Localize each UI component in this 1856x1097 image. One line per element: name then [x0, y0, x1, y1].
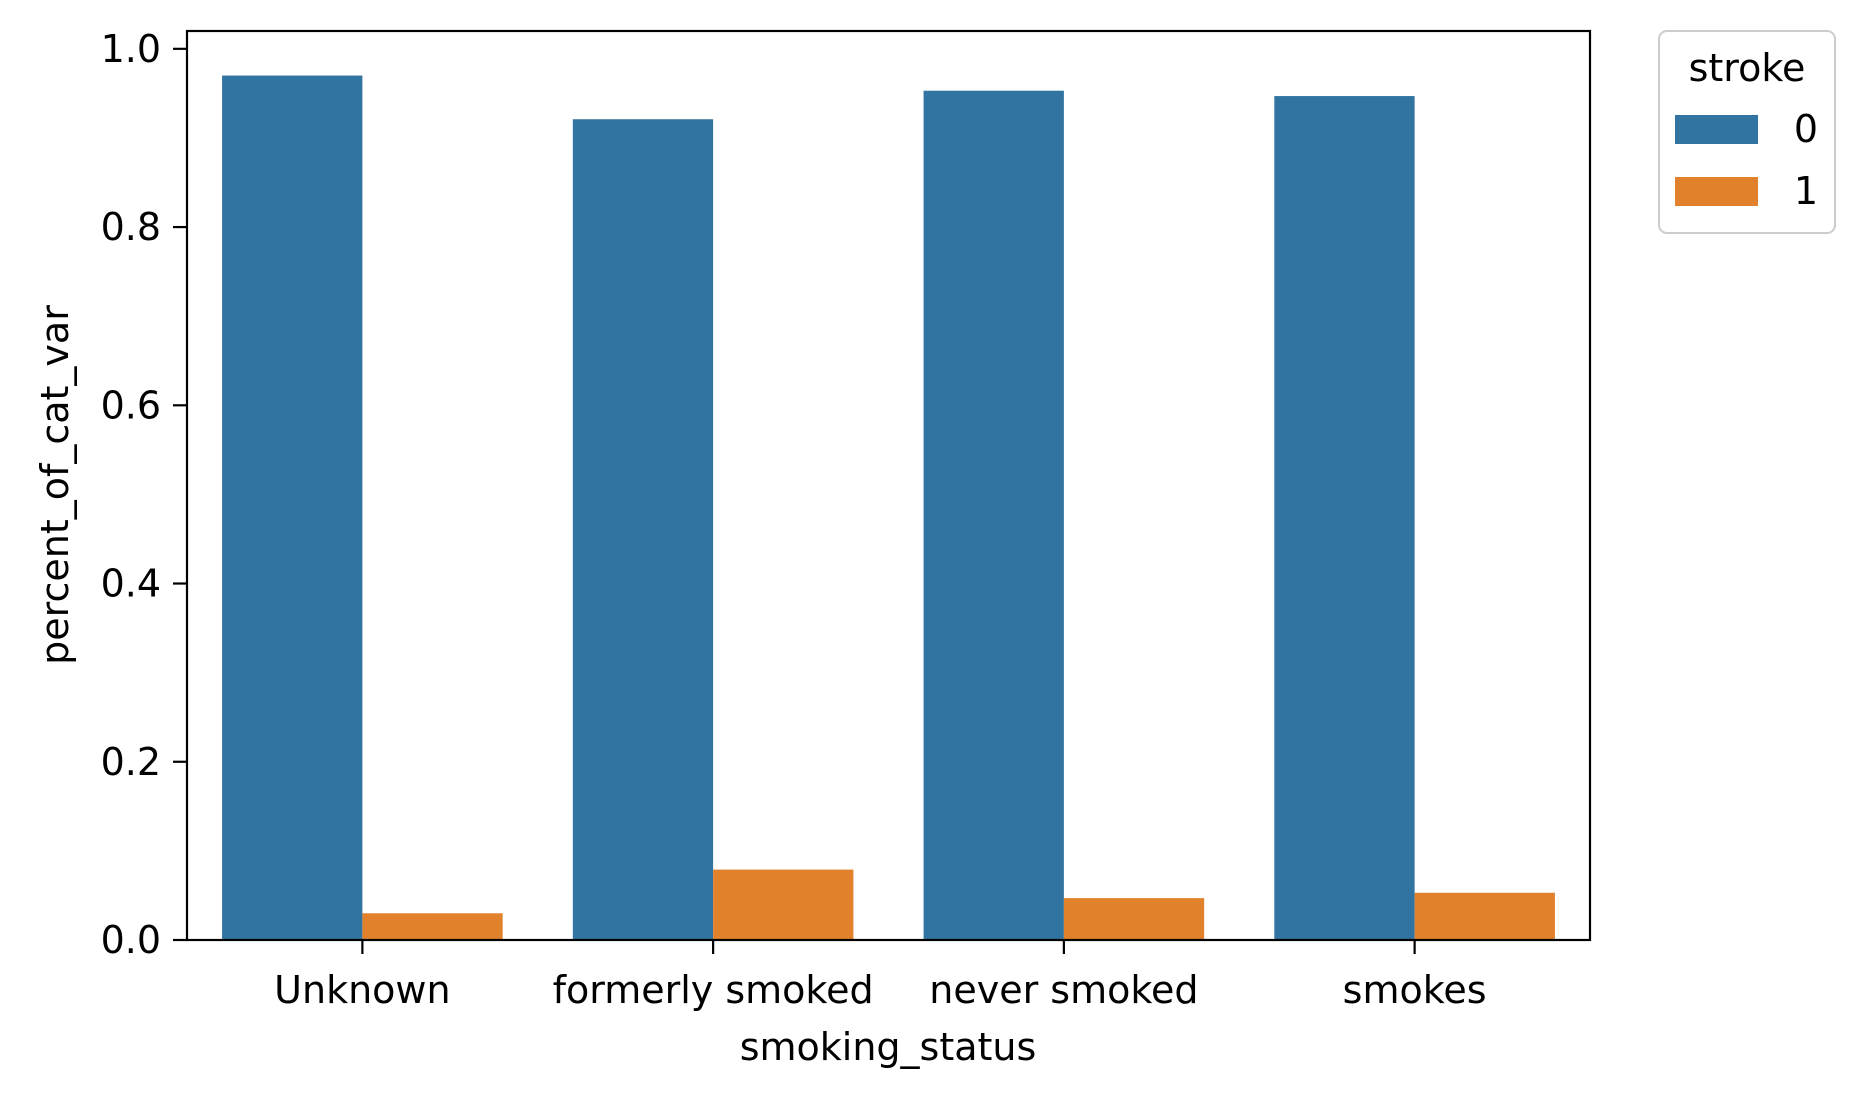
x-axis-label: smoking_status [740, 1025, 1037, 1069]
bar-smokes-stroke-1 [1414, 892, 1555, 940]
bar-formerly-smoked-stroke-1 [713, 869, 854, 940]
bar-never-smoked-stroke-1 [1063, 898, 1205, 940]
x-tick-label: formerly smoked [553, 968, 874, 1012]
y-axis-label: percent_of_cat_var [33, 305, 77, 665]
bar-never-smoked-stroke-0 [923, 90, 1064, 941]
x-axis: Unknown formerly smoked never smoked smokes [274, 940, 1487, 1012]
bar-smokes-stroke-0 [1274, 96, 1415, 940]
legend: stroke 0 1 [1658, 30, 1836, 234]
bar-unknown-stroke-1 [362, 913, 503, 940]
y-tick-label: 0.6 [101, 383, 161, 427]
y-axis: 0.0 0.2 0.4 0.6 0.8 1.0 [101, 27, 187, 962]
x-tick-label: smokes [1343, 968, 1487, 1012]
legend-title: stroke [1689, 46, 1806, 90]
x-tick-label: never smoked [929, 968, 1198, 1012]
legend-label-0: 0 [1794, 107, 1818, 151]
y-tick-label: 0.2 [101, 740, 161, 784]
y-tick-label: 0.8 [101, 205, 161, 249]
y-tick-label: 0.4 [101, 562, 161, 606]
plot-frame [185, 29, 1592, 942]
legend-swatch-1 [1675, 177, 1758, 206]
y-tick-label: 1.0 [101, 27, 161, 71]
bar-formerly-smoked-stroke-0 [572, 119, 714, 941]
y-tick-label: 0.0 [101, 918, 161, 962]
bars-group [222, 75, 1555, 941]
x-tick-label: Unknown [274, 968, 450, 1012]
legend-swatch-0 [1675, 115, 1758, 144]
bar-unknown-stroke-0 [222, 75, 363, 940]
legend-label-1: 1 [1794, 169, 1818, 213]
